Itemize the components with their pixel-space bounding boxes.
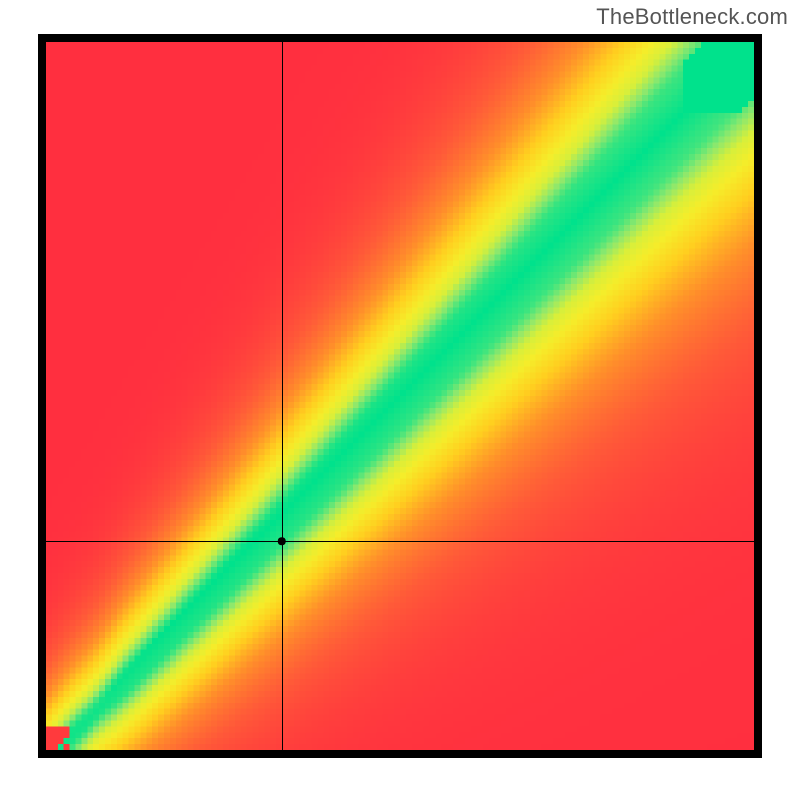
- watermark-text: TheBottleneck.com: [596, 4, 788, 30]
- chart-frame: [38, 34, 762, 758]
- overlay-canvas: [46, 42, 754, 750]
- chart-container: TheBottleneck.com: [0, 0, 800, 800]
